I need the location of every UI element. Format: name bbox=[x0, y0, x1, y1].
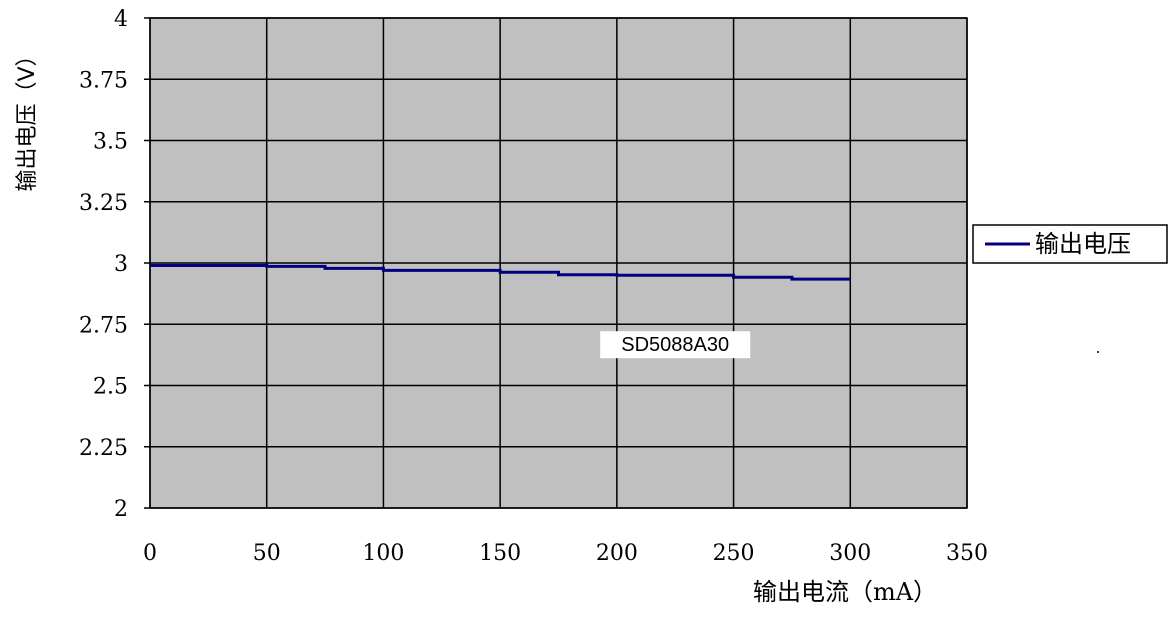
x-axis-label: 输出电流（mA） bbox=[753, 578, 937, 606]
y-tick-label: 3.5 bbox=[93, 130, 128, 155]
y-tick-label: 3.25 bbox=[79, 191, 128, 216]
annotation-text: SD5088A30 bbox=[621, 334, 729, 356]
x-tick-label: 150 bbox=[479, 541, 521, 566]
y-tick-label: 2.5 bbox=[93, 375, 128, 400]
y-tick-label: 2 bbox=[114, 497, 128, 522]
y-tick-label: 4 bbox=[114, 7, 128, 32]
x-tick-label: 50 bbox=[253, 541, 281, 566]
x-tick-label: 100 bbox=[362, 541, 404, 566]
x-tick-label: 250 bbox=[713, 541, 755, 566]
chart-annotation: SD5088A30 bbox=[600, 331, 751, 359]
y-tick-label: 3 bbox=[114, 252, 128, 277]
legend-label: 输出电压 bbox=[1035, 230, 1131, 258]
y-tick-label: 2.25 bbox=[79, 436, 128, 461]
legend: 输出电压 bbox=[972, 224, 1168, 264]
x-tick-label: 300 bbox=[829, 541, 871, 566]
y-tick-label: 3.75 bbox=[79, 68, 128, 93]
x-tick-label: 350 bbox=[946, 541, 988, 566]
stray-dot bbox=[1097, 351, 1099, 353]
y-tick-labels: 2 2.25 2.5 2.75 3 3.25 3.5 3.75 4 bbox=[79, 7, 128, 522]
x-tick-label: 200 bbox=[596, 541, 638, 566]
grid-lines bbox=[144, 17, 968, 509]
x-tick-label: 0 bbox=[143, 541, 157, 566]
series-layer bbox=[150, 263, 851, 281]
series-line-output-voltage bbox=[150, 263, 851, 281]
y-tick-label: 2.75 bbox=[79, 313, 128, 338]
x-tick-labels: 0 50 100 150 200 250 300 350 bbox=[143, 541, 988, 566]
y-axis-label: 输出电压（V） bbox=[15, 44, 40, 191]
